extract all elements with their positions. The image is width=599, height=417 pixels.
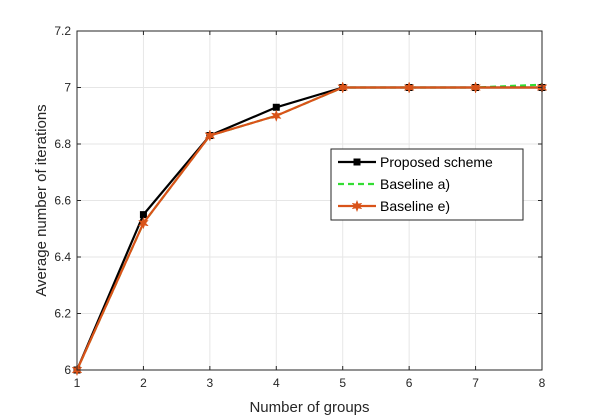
- x-tick-label: 6: [406, 376, 413, 390]
- x-tick-label: 8: [539, 376, 546, 390]
- baseline-a-line: [75, 83, 543, 371]
- series-layer: [71, 81, 548, 377]
- legend-label: Baseline e): [380, 198, 450, 214]
- proposed-scheme-point: [139, 211, 147, 219]
- y-tick-label: 6.4: [54, 250, 71, 264]
- y-axis-label: Average number of iterations: [33, 104, 50, 296]
- proposed-scheme-line: [75, 86, 542, 371]
- legend-marker: [353, 158, 361, 166]
- axis-ticks: 1 2 3 4 5 6 7 8 6 6.2 6.4 6.6 6.8 7 7.2: [54, 24, 545, 390]
- y-tick-label: 6.6: [54, 194, 71, 208]
- x-tick-label: 3: [207, 376, 214, 390]
- series-proposed-scheme: [73, 84, 546, 374]
- y-tick-label: 6: [64, 363, 71, 377]
- baseline-e-point: [138, 216, 149, 230]
- x-axis-label: Number of groups: [249, 399, 369, 416]
- proposed-scheme-point: [272, 103, 280, 111]
- legend-marker: [351, 199, 363, 213]
- series-baseline-a: [75, 83, 543, 371]
- y-tick-label: 6.2: [54, 307, 71, 321]
- legend: Proposed scheme Baseline a) Baseline e): [330, 148, 524, 221]
- legend-item-proposed-scheme: Proposed scheme: [338, 154, 493, 170]
- x-tick-label: 2: [140, 376, 147, 390]
- x-tick-label: 5: [339, 376, 346, 390]
- baseline-e-line: [75, 86, 542, 371]
- baseline-e-point: [270, 109, 282, 123]
- baseline-e-point: [470, 81, 481, 94]
- legend-item-baseline-a: Baseline a): [338, 176, 450, 192]
- legend-item-baseline-e: Baseline e): [338, 198, 450, 214]
- baseline-e-point: [204, 129, 216, 142]
- baseline-e-point: [337, 81, 349, 94]
- legend-label: Proposed scheme: [380, 154, 493, 170]
- x-tick-label: 4: [273, 376, 280, 390]
- y-tick-label: 6.8: [54, 137, 71, 151]
- x-tick-label: 7: [472, 376, 479, 390]
- legend-label: Baseline a): [380, 176, 450, 192]
- y-tick-label: 7.2: [54, 24, 71, 38]
- y-tick-label: 7: [64, 81, 71, 95]
- x-tick-label: 1: [74, 376, 81, 390]
- legend-items: Proposed scheme Baseline a) Baseline e): [338, 154, 493, 214]
- baseline-e-point: [403, 81, 415, 94]
